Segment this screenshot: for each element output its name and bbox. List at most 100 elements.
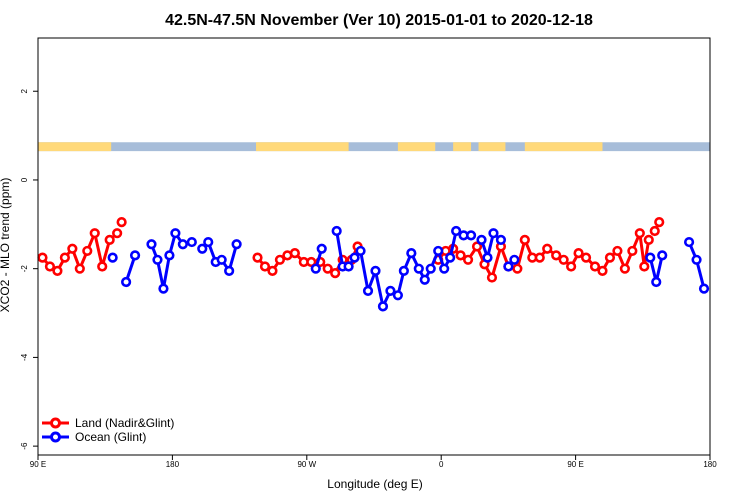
legend-land-marker: [50, 417, 61, 429]
series-1-point: [370, 265, 381, 276]
series-0-point: [259, 261, 271, 272]
mask-land-span-0: [38, 142, 112, 152]
series-1-point: [186, 236, 197, 248]
series-1-point: [343, 261, 354, 272]
series-1-point: [445, 252, 456, 263]
series-1-point: [224, 265, 235, 276]
series-1-point: [451, 225, 462, 237]
plot-frame: [37, 37, 711, 456]
land-ocean-mask-band: [38, 142, 710, 152]
series-0-point: [486, 272, 498, 283]
series-0-point: [455, 250, 466, 261]
series-1-point: [488, 228, 499, 239]
series-0-point: [289, 248, 300, 259]
series-1-point: [645, 252, 656, 263]
x-tick-label-3: 0: [439, 460, 444, 469]
series-0-point: [59, 252, 70, 263]
series-0-point: [306, 256, 317, 268]
y-tick-label-3: -4: [20, 353, 29, 361]
series-1-point: [146, 239, 157, 250]
series-0-point: [116, 217, 127, 228]
y-axis-label: XCO2 - MLO trend (ppm): [0, 178, 12, 313]
series-1-point: [433, 245, 444, 257]
series-1-point: [177, 239, 188, 250]
series-0-point: [52, 265, 63, 276]
series-0-point: [471, 241, 483, 252]
y-axis: 2 0 -2 -4 -6: [20, 88, 38, 450]
series-0-point: [267, 265, 278, 276]
series-1-point: [158, 283, 169, 294]
series-0-point: [558, 254, 569, 265]
legend-ocean-label: Ocean (Glint): [75, 430, 146, 444]
mask-land-span-1: [256, 142, 349, 152]
series-1-point: [310, 263, 321, 274]
x-tick-label-1: 180: [166, 460, 180, 469]
series-1-point: [152, 254, 163, 265]
series-0-point: [37, 252, 48, 263]
series-0-point: [634, 228, 645, 239]
series-1-point: [164, 250, 175, 261]
x-tick-label-5: 180: [703, 460, 717, 469]
series-1-point: [651, 276, 662, 288]
series-0-point: [462, 254, 474, 265]
series-0-point: [604, 252, 616, 263]
series-1-point: [129, 250, 141, 261]
y-tick-label-2: -2: [20, 265, 29, 273]
series-0-point: [649, 225, 660, 237]
series-layer: [37, 217, 710, 312]
series-1-point: [385, 285, 396, 296]
series-1-point: [392, 290, 403, 301]
series-1-point: [482, 252, 493, 263]
series-0-point: [44, 261, 56, 272]
y-tick-label-0: 2: [20, 88, 29, 93]
series-0-point: [551, 250, 562, 261]
series-0-point: [639, 261, 650, 272]
mask-land-span-3: [453, 142, 472, 152]
series-1-point: [503, 261, 514, 272]
series-0-point: [619, 263, 630, 274]
series-1: [107, 225, 710, 312]
series-0-point: [534, 252, 545, 263]
series-0-point: [580, 252, 592, 263]
series-1-point: [316, 243, 327, 254]
series-0-point: [89, 228, 100, 239]
series-1-point: [657, 250, 668, 261]
series-1-point: [170, 228, 181, 239]
x-tick-label-2: 90 W: [297, 460, 316, 469]
mask-land-span-2: [397, 142, 436, 152]
chart-title: 42.5N-47.5N November (Ver 10) 2015-01-01…: [165, 12, 593, 29]
series-0-point: [97, 261, 108, 272]
series-1-point: [495, 234, 507, 245]
series-1-point: [419, 274, 430, 285]
legend: Land (Nadir&Glint) Ocean (Glint): [42, 416, 174, 444]
series-1-point: [121, 276, 132, 288]
series-0-point: [566, 261, 577, 272]
series-1-point: [439, 263, 450, 274]
series-1-point: [406, 248, 417, 259]
y-tick-label-1: 0: [20, 177, 29, 182]
series-1-point: [107, 252, 118, 263]
series-0-point: [542, 243, 553, 254]
mask-land-span-4: [478, 142, 506, 152]
series-1-point: [698, 283, 710, 294]
x-axis-label: Longitude (deg E): [327, 477, 422, 491]
legend-ocean-marker: [50, 431, 61, 443]
series-1-point: [425, 263, 436, 274]
series-0-point: [612, 245, 623, 257]
series-0-point: [274, 254, 286, 265]
series-1-point: [216, 254, 227, 265]
series-0-point: [597, 265, 608, 276]
legend-land-label: Land (Nadir&Glint): [75, 416, 174, 430]
series-1-point: [413, 263, 424, 274]
mask-ocean-background: [38, 142, 710, 152]
x-tick-label-0: 90 E: [30, 460, 46, 469]
series-0-point: [82, 245, 93, 257]
series-1-point: [476, 234, 487, 245]
series-1-point: [691, 254, 702, 265]
series-1-point: [398, 265, 409, 276]
series-1-point: [331, 225, 342, 237]
series-0-point: [573, 248, 584, 259]
mask-land-span-5: [524, 142, 603, 152]
